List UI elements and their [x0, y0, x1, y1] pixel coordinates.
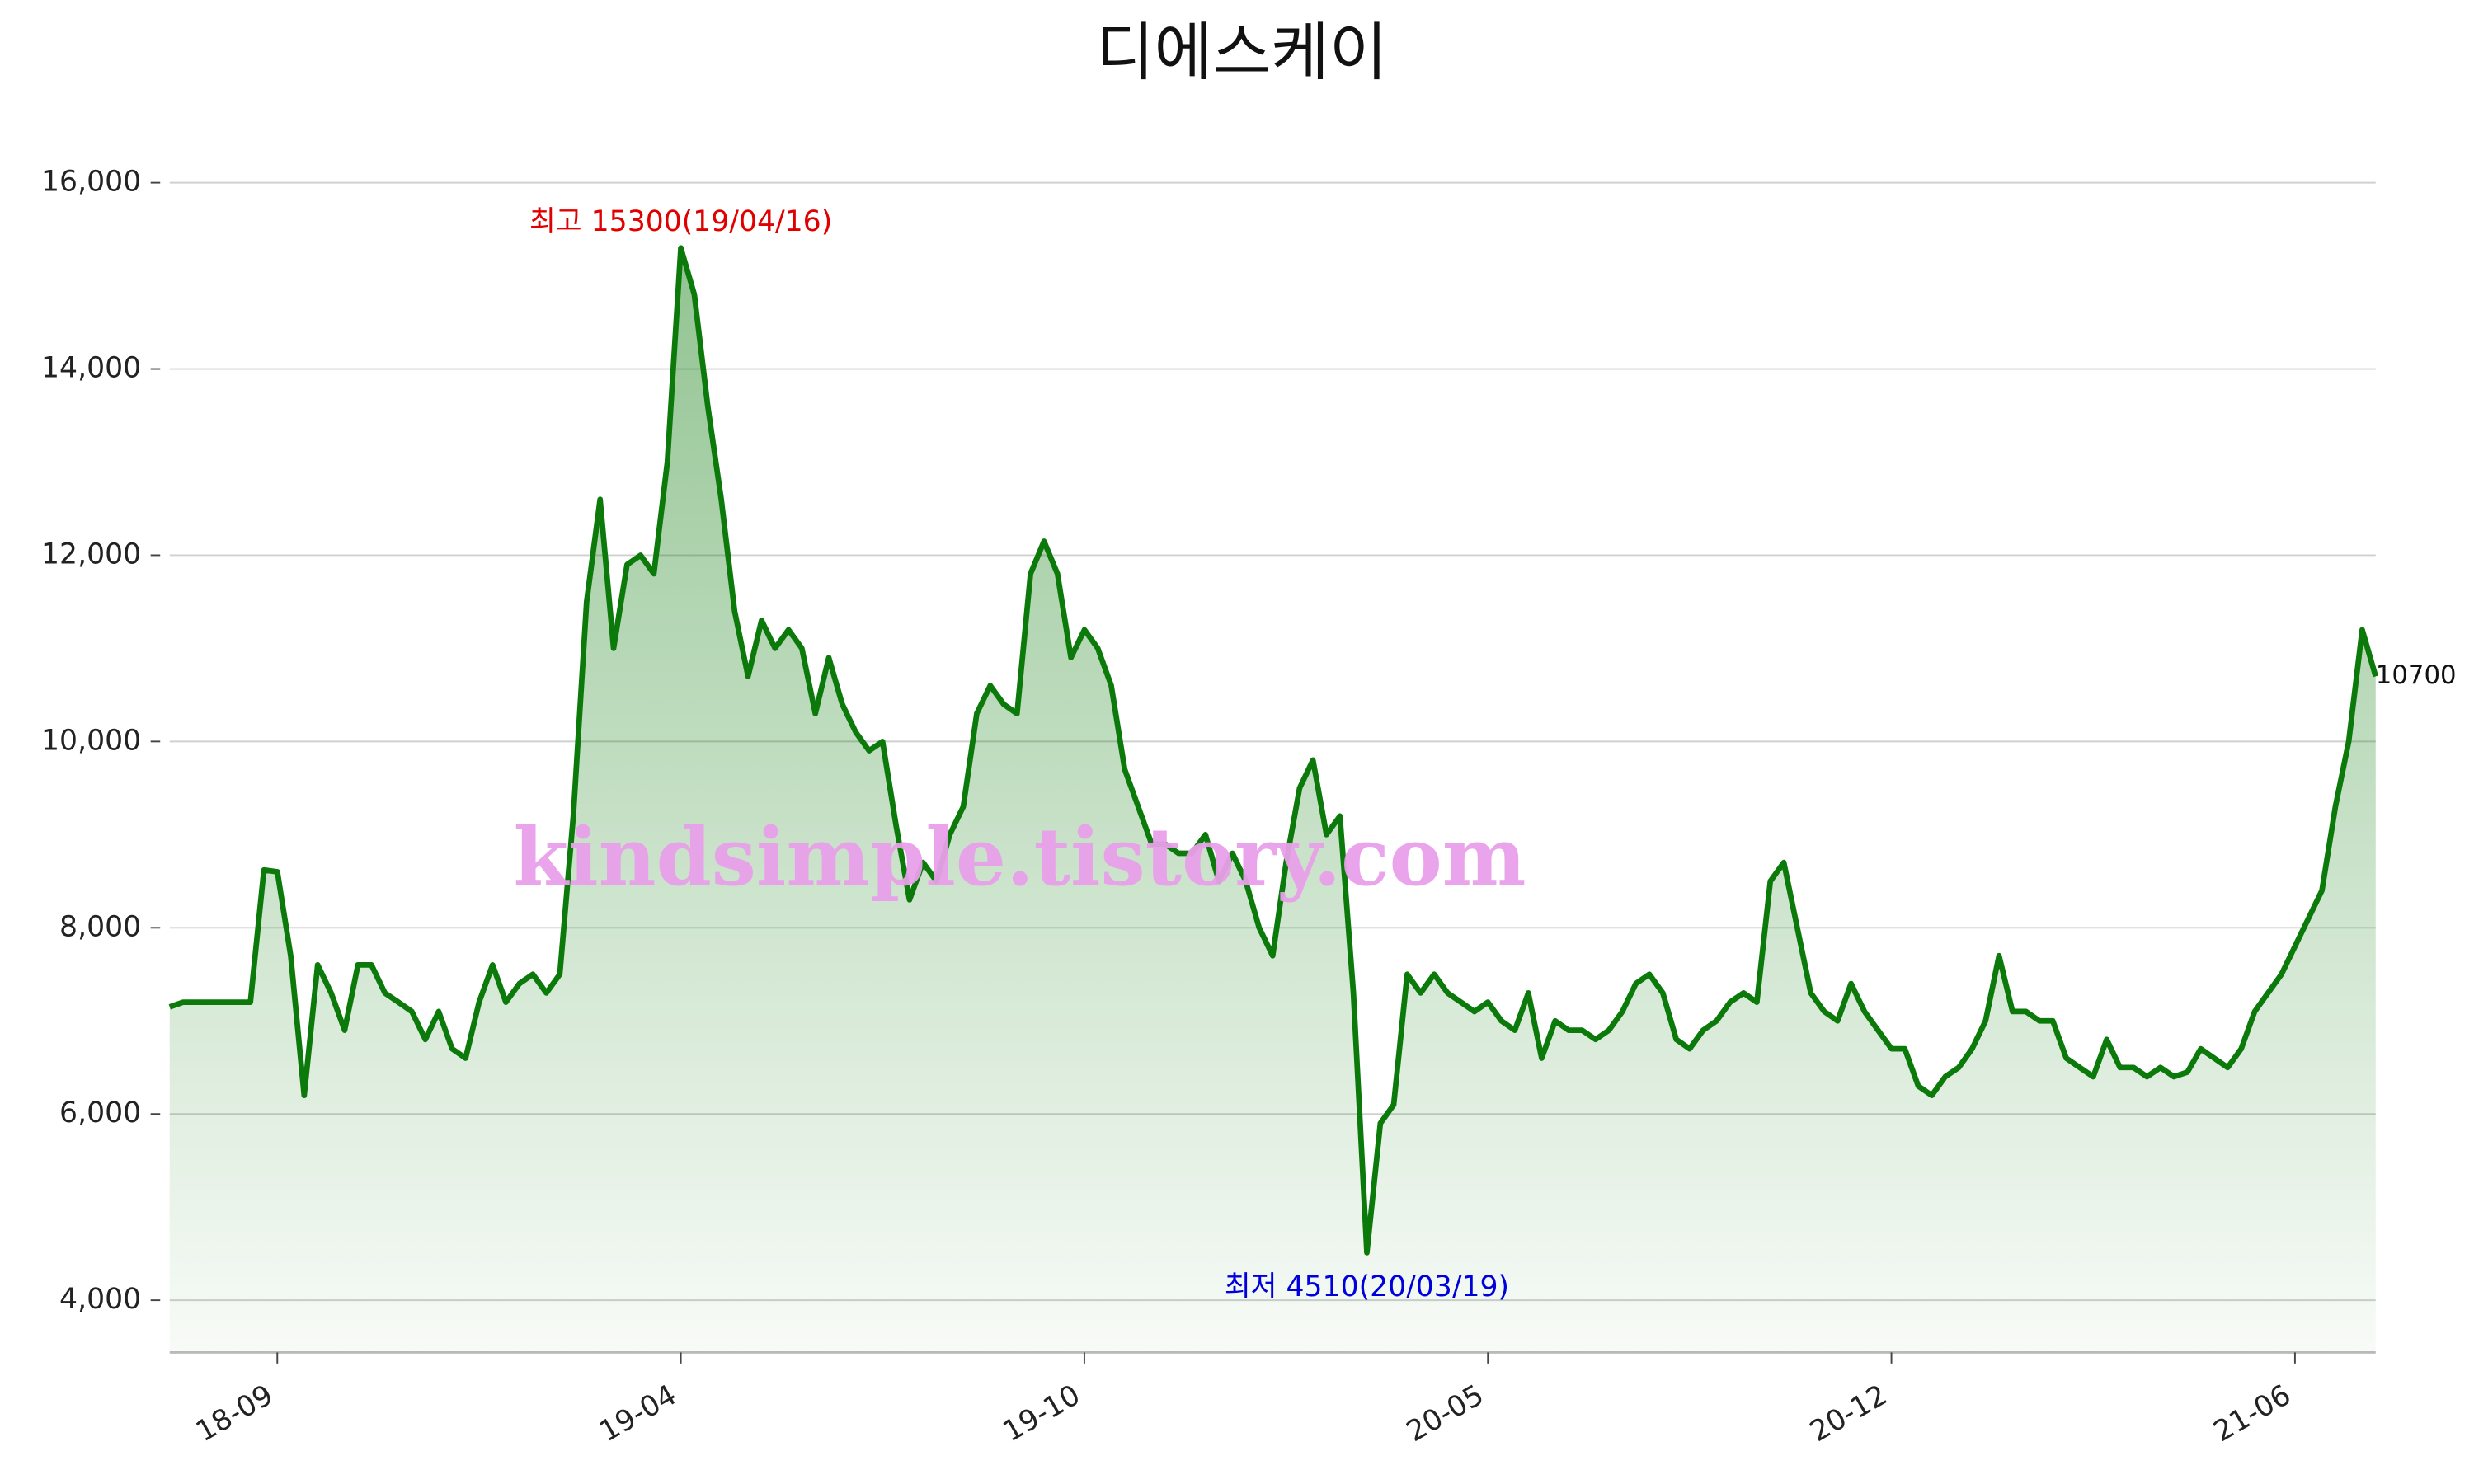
annotation: 최저 4510(20/03/19): [1225, 1270, 1509, 1303]
watermark: kindsimple.tistory.com: [514, 810, 1526, 904]
price-line: [168, 245, 2379, 1256]
last-value-label: 10700: [2376, 660, 2457, 690]
y-tick-label: 14,000: [41, 352, 141, 385]
x-tick-label: 18-09: [190, 1378, 279, 1449]
x-tick-label: 19-04: [594, 1378, 682, 1449]
y-tick-label: 6,000: [59, 1097, 141, 1129]
x-tick-label: 20-12: [1804, 1378, 1893, 1449]
chart-title: 디에스케이: [1096, 16, 1388, 90]
annotation: 최고 15300(19/04/16): [529, 205, 832, 238]
y-tick-label: 10,000: [41, 724, 141, 757]
y-tick-label: 8,000: [59, 910, 141, 943]
x-tick-label: 19-10: [998, 1378, 1086, 1449]
area-fill: [169, 247, 2376, 1353]
y-tick-label: 12,000: [41, 538, 141, 571]
y-tick-label: 4,000: [59, 1283, 141, 1316]
x-tick-label: 21-06: [2208, 1378, 2297, 1449]
y-tick-label: 16,000: [41, 166, 141, 199]
x-tick-label: 20-05: [1401, 1378, 1489, 1449]
